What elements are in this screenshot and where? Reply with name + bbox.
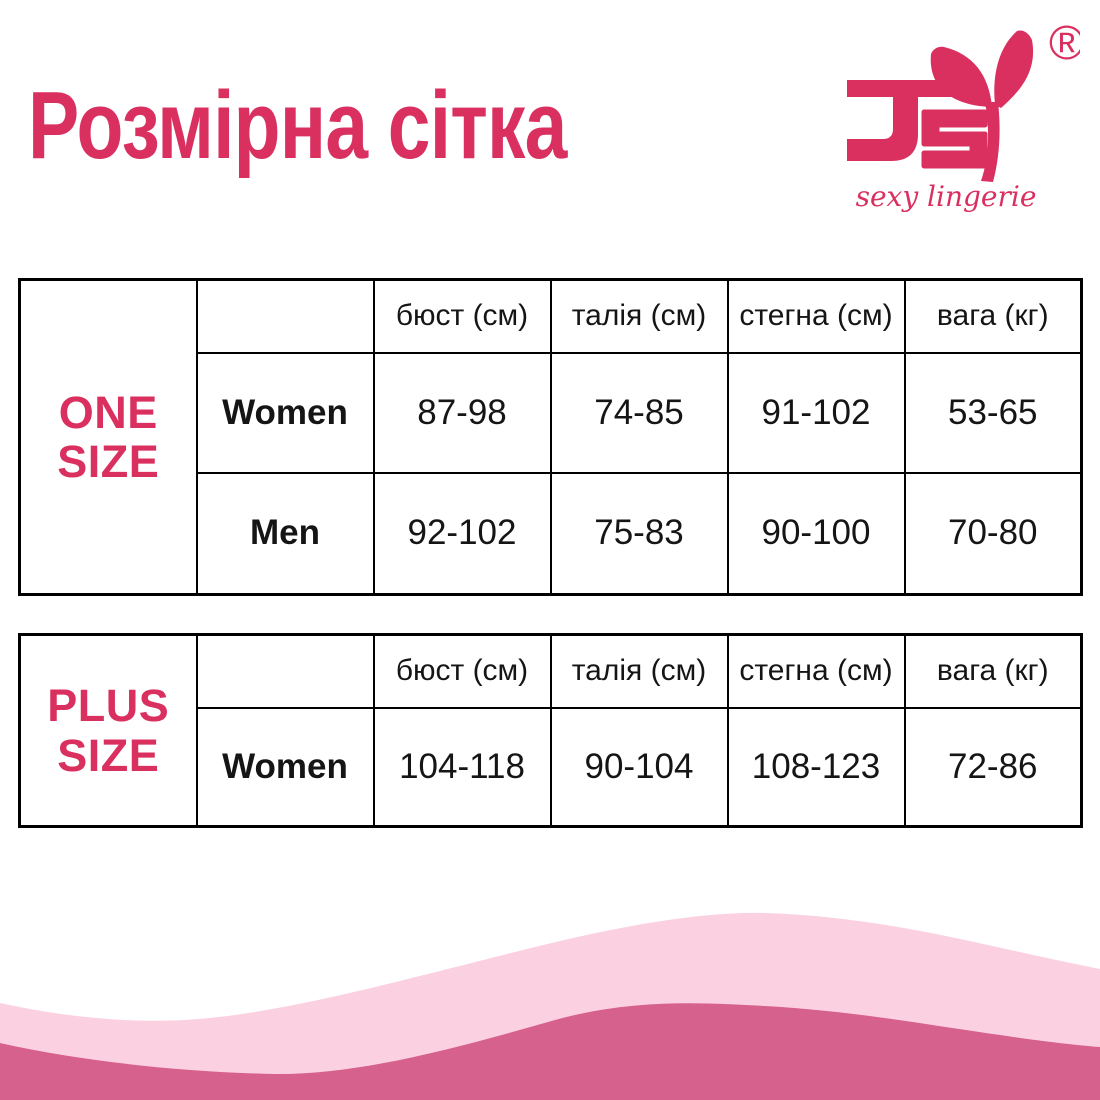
cell-value: 90-104 xyxy=(549,706,729,828)
cell-value: 70-80 xyxy=(903,471,1083,596)
cell-value: 104-118 xyxy=(372,706,552,828)
logo-y-stem xyxy=(981,102,1000,182)
registered-mark-icon: ® xyxy=(1049,18,1080,70)
cell-value: 75-83 xyxy=(549,471,729,596)
cell-value: 53-65 xyxy=(903,351,1083,474)
cell-value: 108-123 xyxy=(726,706,906,828)
jsy-logo-letters xyxy=(847,30,1034,182)
logo-letter-s xyxy=(921,109,988,169)
wave-dark xyxy=(0,1003,1100,1100)
one-size-label-cell: ONE SIZE xyxy=(18,278,198,596)
plus-size-label: PLUS SIZE xyxy=(22,680,195,781)
size-label-line: PLUS xyxy=(47,680,170,731)
size-label-line: SIZE xyxy=(57,436,160,487)
corner-cell xyxy=(195,278,375,354)
table-row: Women 104-118 90-104 108-123 72-86 xyxy=(20,706,1083,828)
cell-value: 92-102 xyxy=(372,471,552,596)
column-header-waist: талія (см) xyxy=(549,278,729,354)
cell-value: 91-102 xyxy=(726,351,906,474)
cell-value: 90-100 xyxy=(726,471,906,596)
plus-size-label-cell: PLUS SIZE xyxy=(18,633,198,828)
column-header-hips: стегна (см) xyxy=(726,278,906,354)
one-size-label: ONE SIZE xyxy=(22,386,195,487)
row-header-women: Women xyxy=(195,706,375,828)
column-header-weight: вага (кг) xyxy=(903,278,1083,354)
cell-value: 74-85 xyxy=(549,351,729,474)
column-header-hips: стегна (см) xyxy=(726,633,906,709)
column-header-bust: бюст (см) xyxy=(372,633,552,709)
row-header-women: Women xyxy=(195,351,375,474)
cell-value: 72-86 xyxy=(903,706,1083,828)
column-header-weight: вага (кг) xyxy=(903,633,1083,709)
page-title: Розмірна сітка xyxy=(28,72,567,179)
logo-tagline: sexy lingerie xyxy=(856,180,1037,213)
logo-letter-j xyxy=(847,80,957,161)
corner-cell xyxy=(195,633,375,709)
size-label-line: SIZE xyxy=(57,729,160,781)
row-header-men: Men xyxy=(195,471,375,596)
bottom-waves xyxy=(0,912,1100,1100)
jsy-logo: ® sexy lingerie xyxy=(847,18,1080,213)
logo-leaf-right-icon xyxy=(994,30,1034,109)
size-label-line: ONE xyxy=(58,386,158,438)
logo-leaf-left-icon xyxy=(930,46,992,107)
table-row: Men 92-102 75-83 90-100 70-80 xyxy=(20,471,1083,596)
column-header-waist: талія (см) xyxy=(549,633,729,709)
one-size-table: ONE SIZE бюст (см) талія (см) стегна (см… xyxy=(18,278,1083,596)
table-row: Women 87-98 74-85 91-102 53-65 xyxy=(20,351,1083,474)
plus-size-table: PLUS SIZE бюст (см) талія (см) стегна (с… xyxy=(18,633,1083,828)
cell-value: 87-98 xyxy=(372,351,552,474)
column-header-bust: бюст (см) xyxy=(372,278,552,354)
